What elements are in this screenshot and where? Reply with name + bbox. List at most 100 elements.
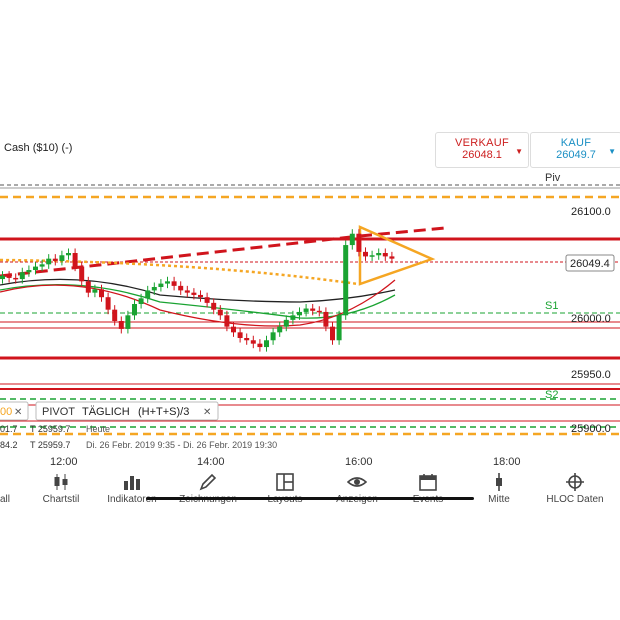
- ma-black: [0, 278, 396, 303]
- buy-label: KAUF: [560, 137, 592, 149]
- indicator-badge-text: 00: [0, 406, 12, 418]
- candle-body: [310, 308, 316, 311]
- price-tick-3: 25950.0: [571, 369, 611, 381]
- pivot-formula: (H+T+S)/3: [138, 406, 189, 418]
- candle-body: [283, 319, 289, 327]
- pivot-period: TÄGLICH: [82, 406, 130, 418]
- eye-icon: [322, 472, 392, 492]
- price-chart[interactable]: Piv S1 S2 26100.0 26000.0 25950.0 25900.…: [0, 168, 620, 470]
- chevron-down-icon: ▼: [608, 147, 616, 156]
- candle-body: [257, 343, 263, 348]
- pencil-icon: [173, 472, 243, 492]
- candle-body: [237, 332, 243, 338]
- toolbar-button-mitte[interactable]: Mitte: [464, 472, 534, 505]
- buy-price: 26049.7: [556, 149, 596, 161]
- candle-body: [26, 270, 32, 273]
- candle-body: [389, 256, 395, 259]
- candle-body: [204, 297, 210, 303]
- sell-button[interactable]: VERKAUF 26048.1 ▼: [435, 132, 529, 168]
- toolbar-label: HLOC Daten: [546, 494, 604, 505]
- candle-body: [349, 233, 355, 246]
- chevron-down-icon: ▼: [515, 147, 523, 156]
- candle-body: [316, 310, 322, 313]
- candles-group: [0, 229, 395, 352]
- pivot-label: PIVOT: [42, 406, 75, 418]
- s1-label: S1: [545, 300, 558, 312]
- candle-body: [343, 245, 349, 316]
- candle-body: [33, 266, 38, 270]
- ma-red: [0, 279, 396, 327]
- sell-label: VERKAUF: [454, 137, 510, 149]
- candle-body: [72, 253, 78, 267]
- trend-line-orange: [0, 258, 359, 286]
- info-row-1-c3: Heute: [86, 424, 110, 434]
- candle-body: [112, 309, 118, 321]
- instrument-title[interactable]: Cash ($10) (-): [4, 142, 73, 154]
- close-icon: ✕: [14, 407, 22, 418]
- candle-body: [330, 326, 335, 341]
- candle-body: [145, 290, 151, 299]
- s2-label: S2: [545, 389, 558, 401]
- candle-body: [118, 321, 124, 329]
- candle-body: [105, 297, 111, 310]
- toolbar-button-chartstil[interactable]: Chartstil: [26, 472, 96, 505]
- time-tick-1: 12:00: [50, 456, 78, 468]
- layout-icon: [250, 472, 320, 492]
- candle-body: [198, 294, 203, 298]
- candle-body: [184, 290, 190, 293]
- toolbar-label: Indikatoren: [107, 494, 157, 505]
- trend-line-red: [0, 234, 361, 278]
- candle-body: [99, 289, 104, 298]
- sell-price: 26048.1: [462, 149, 502, 161]
- candle-body: [336, 315, 342, 341]
- pivot-indicator-badge: [35, 401, 219, 421]
- center-icon: [464, 472, 534, 492]
- candle-body: [191, 292, 197, 295]
- indicator-badge-left: [0, 401, 29, 421]
- time-tick-3: 16:00: [345, 456, 373, 468]
- toolbar-button-anzeigen[interactable]: Anzeigen: [322, 472, 392, 505]
- info-row-1-c2: T 25959.7: [30, 424, 70, 434]
- price-tick-2: 26000.0: [571, 313, 611, 325]
- candle-body: [244, 338, 250, 341]
- candle-body: [171, 281, 177, 286]
- candle-body: [376, 253, 382, 256]
- candle-body: [356, 233, 362, 252]
- candle-body: [66, 253, 71, 256]
- candle-body: [6, 275, 12, 278]
- price-tick-1: 26100.0: [571, 206, 611, 218]
- info-row-2-c3: Di. 26 Febr. 2019 9:35 - Di. 26 Febr. 20…: [86, 440, 277, 450]
- current-price-box: [565, 254, 615, 272]
- candle-body: [250, 340, 256, 344]
- bar-chart-icon: [97, 472, 167, 492]
- info-row-2-c2: T 25959.7: [30, 440, 70, 450]
- toolbar-button-layouts[interactable]: Layouts: [250, 472, 320, 505]
- candle-body: [79, 266, 85, 282]
- buy-button[interactable]: KAUF 26049.7 ▼: [530, 132, 620, 168]
- candle-body: [217, 309, 223, 316]
- bottom-toolbar: [0, 470, 620, 520]
- candle-body: [323, 311, 329, 327]
- candle-body: [369, 255, 375, 257]
- toolbar-button-all[interactable]: all: [0, 472, 40, 505]
- calendar-icon: [393, 472, 463, 492]
- info-row-1-c1: 01.7: [0, 424, 18, 434]
- candle-body: [125, 315, 131, 329]
- toolbar-label: all: [0, 494, 10, 505]
- toolbar-button-events[interactable]: Events: [393, 472, 463, 505]
- toolbar-button-hloc-daten[interactable]: HLOC Daten: [540, 472, 610, 505]
- candle-body: [46, 258, 52, 265]
- toolbar-label: Mitte: [488, 494, 510, 505]
- candle-body: [19, 272, 25, 280]
- candlestick-icon: [26, 472, 96, 492]
- piv-label: Piv: [545, 172, 561, 184]
- candle-body: [92, 289, 98, 293]
- scroll-indicator[interactable]: [146, 497, 474, 500]
- candle-body: [165, 281, 170, 284]
- toolbar-button-indikatoren[interactable]: Indikatoren: [97, 472, 167, 505]
- current-price-label: 26049.4: [570, 258, 610, 270]
- candle-body: [59, 255, 65, 261]
- toolbar-button-zeichnungen[interactable]: Zeichnungen: [173, 472, 243, 505]
- triangle-pattern: [358, 225, 436, 286]
